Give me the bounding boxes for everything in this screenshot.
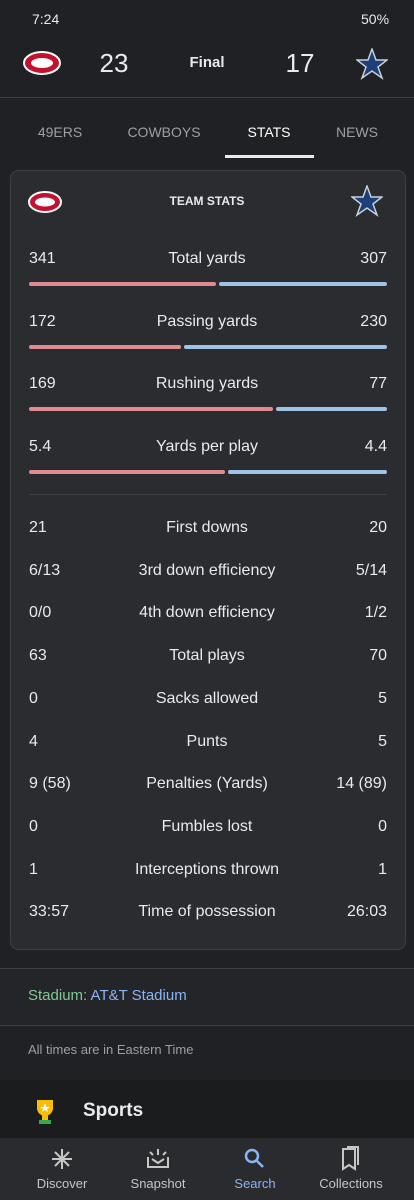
away-logo (351, 185, 383, 217)
home-bar (29, 344, 181, 349)
home-value: 172 (29, 312, 56, 330)
stat-label: Penalties (Yards) (146, 775, 268, 793)
away-bar (218, 282, 387, 286)
tab[interactable]: COWBOYS (127, 124, 201, 140)
away-bar (227, 469, 387, 474)
away-bar (275, 407, 387, 411)
nav-label[interactable]: Discover (36, 1176, 88, 1191)
away-value: 5/14 (355, 561, 387, 579)
away-value: 230 (360, 312, 387, 330)
home-value: 5.4 (29, 437, 52, 455)
nav-label[interactable]: Snapshot (130, 1176, 186, 1191)
home-value: 1 (29, 860, 38, 878)
home-value: 0 (29, 689, 38, 707)
home-value: 0/0 (29, 604, 52, 622)
venue[interactable]: Stadium: AT&T Stadium (28, 987, 187, 1004)
away-bar (183, 344, 387, 349)
tab[interactable]: STATS (247, 124, 291, 140)
away-value: 1 (378, 860, 387, 878)
away-value: 77 (369, 375, 387, 392)
clock: 7:24 (32, 11, 60, 27)
stat-label: Interceptions thrown (134, 860, 280, 878)
stat-label: 4th down efficiency (139, 604, 275, 622)
away-value: 70 (369, 647, 387, 665)
tab[interactable]: 49ERS (37, 124, 83, 140)
home-value: 341 (29, 250, 56, 267)
stat-label: Time of possession (138, 903, 276, 921)
away-value: 5 (378, 689, 387, 707)
section-band (0, 1080, 414, 1140)
game-status: Final (189, 54, 225, 71)
divider (29, 494, 387, 495)
nav-icons (52, 1146, 359, 1171)
away-value: 14 (89) (336, 775, 387, 793)
tab-indicator (225, 155, 314, 158)
home-value: 4 (29, 732, 38, 750)
stat-label: Total plays (169, 647, 245, 665)
away-value: 4.4 (364, 437, 387, 455)
home-bar (29, 282, 216, 286)
venue-band (0, 968, 414, 1026)
home-value: 6/13 (29, 561, 61, 579)
timezone-note: All times are in Eastern Time (28, 1042, 194, 1057)
stat-label: Yards per play (156, 437, 258, 455)
stats-card (10, 170, 406, 950)
away-logo (356, 48, 388, 80)
nav-label[interactable]: Collections (319, 1176, 383, 1191)
stat-label: Rushing yards (155, 375, 259, 392)
home-value: 9 (58) (29, 775, 71, 793)
stat-label: Sacks allowed (155, 689, 259, 707)
home-value: 21 (29, 519, 47, 536)
away-value: 20 (369, 519, 387, 536)
home-value: 0 (29, 817, 38, 835)
section-title[interactable]: Sports (83, 1100, 144, 1121)
stat-label: Punts (186, 732, 228, 750)
nav-label[interactable]: Search (234, 1176, 276, 1191)
away-value: 1/2 (364, 604, 387, 622)
away-value: 26:03 (346, 903, 387, 921)
venue-label: Stadium: (28, 987, 88, 1004)
away-value: 5 (378, 732, 387, 750)
away-score: 17 (285, 48, 315, 78)
trophy-icon (37, 1100, 53, 1124)
home-value: 169 (29, 375, 56, 392)
divider (0, 97, 414, 98)
stat-label: 3rd down efficiency (138, 561, 276, 579)
status-bar (0, 0, 414, 36)
stat-label: Passing yards (156, 312, 258, 330)
card-title: TEAM STATS (169, 194, 245, 208)
home-score: 23 (99, 48, 129, 78)
home-bar (29, 469, 225, 474)
venue-name[interactable]: AT&T Stadium (90, 987, 187, 1004)
home-value: 63 (29, 647, 47, 665)
stat-label: Fumbles lost (161, 817, 253, 835)
stat-label: First downs (166, 519, 248, 536)
home-bar (29, 407, 273, 411)
home-value: 33:57 (29, 903, 70, 921)
home-logo (23, 51, 61, 75)
away-value: 0 (378, 817, 387, 835)
battery: 50% (361, 11, 390, 27)
home-logo (28, 191, 62, 213)
stat-label: Total yards (168, 250, 246, 267)
away-value: 307 (360, 250, 387, 267)
tab[interactable]: NEWS (336, 124, 378, 140)
